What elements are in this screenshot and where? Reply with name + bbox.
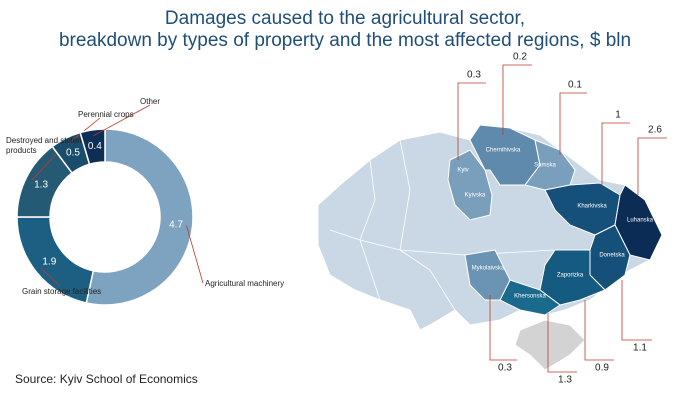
region-name: Zaporizka	[557, 273, 584, 279]
value-label: 2.6	[648, 125, 662, 136]
category-label: Agricultural machinery	[205, 279, 285, 288]
map-region	[464, 249, 511, 301]
leader-line	[457, 82, 486, 160]
category-label: Perennial crops	[78, 110, 134, 119]
value-label: 1.3	[34, 180, 48, 191]
leader-line	[637, 137, 667, 195]
value-label: 1.3	[558, 375, 572, 386]
value-label: 0.4	[88, 141, 102, 152]
value-label: 0.3	[467, 70, 481, 81]
category-label: Other	[140, 97, 161, 106]
category-label: Grain storage facilities	[22, 287, 102, 296]
leader-line	[559, 92, 587, 155]
category-label: Destroyed and stolen products	[6, 136, 82, 155]
region-name: Kyiv	[457, 168, 468, 174]
title-line: Damages caused to the agricultural secto…	[164, 8, 526, 29]
crimea	[514, 319, 586, 371]
leader-line	[489, 295, 517, 361]
region-name: Donetska	[599, 253, 625, 259]
region-name: Mykolaivska	[472, 266, 505, 272]
leader-line	[93, 104, 151, 137]
leader-line	[31, 149, 61, 181]
leader-line	[601, 122, 630, 185]
region-name: Sumska	[534, 163, 556, 169]
leader-line	[186, 225, 204, 284]
map-region-border	[359, 159, 381, 301]
leader-line	[621, 280, 652, 341]
donut-segment	[85, 128, 194, 306]
donut-segment	[79, 128, 106, 166]
value-label: 0.2	[513, 52, 527, 63]
value-label: 1.9	[42, 257, 56, 268]
source: Source: Kyiv School of Economics	[15, 372, 198, 386]
leader-line	[584, 300, 614, 361]
title-line: breakdown by types of property and the m…	[58, 30, 632, 51]
region-name: Chernihivska	[486, 148, 521, 154]
leader-line	[502, 64, 532, 135]
region-name: Kharkivska	[577, 204, 607, 210]
map-region	[447, 149, 493, 221]
value-label: 1	[615, 110, 621, 121]
value-label: 4.7	[169, 219, 183, 230]
value-label: 0.3	[498, 363, 512, 374]
region-name: Kyivska	[465, 193, 486, 199]
value-label: 0.5	[66, 148, 80, 159]
leader-line	[547, 313, 577, 373]
region-name: Luhanska	[627, 218, 654, 224]
region-name: Khersonska	[514, 294, 546, 300]
map-region	[539, 249, 606, 306]
value-label: 0.1	[568, 80, 582, 91]
value-label: 0.9	[595, 363, 609, 374]
value-label: 1.1	[633, 343, 647, 354]
leader-line	[40, 268, 61, 287]
